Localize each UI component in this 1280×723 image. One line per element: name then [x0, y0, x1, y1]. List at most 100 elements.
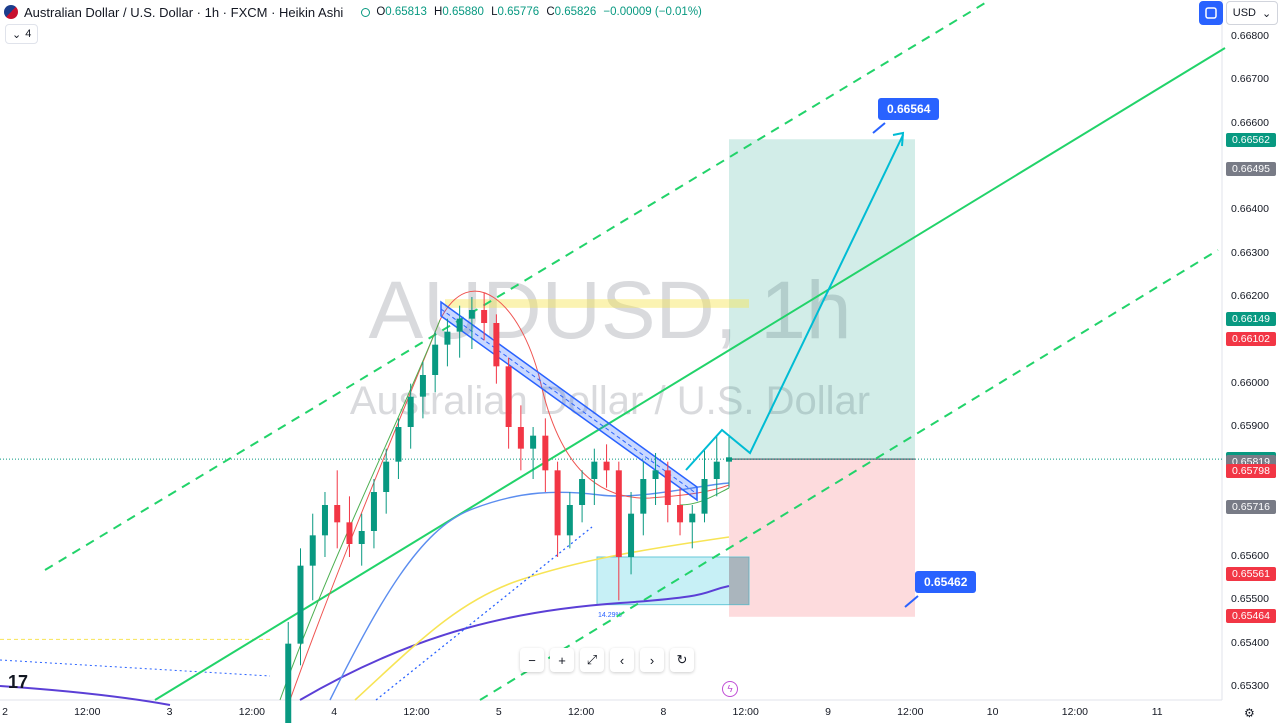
price-tick: 0.66300 — [1231, 246, 1269, 259]
candle — [701, 448, 708, 523]
reset-scale-button[interactable]: ⤢ — [580, 648, 604, 672]
candle — [689, 505, 696, 549]
settings-gear-icon[interactable]: ⚙ — [1244, 706, 1255, 720]
candle — [652, 453, 659, 505]
zoom-toolbar: − + ⤢ ‹ › ↻ — [520, 648, 694, 672]
candle-body — [677, 505, 684, 523]
price-axis-bg — [1222, 0, 1280, 723]
candle-body — [530, 435, 537, 449]
candle-body — [566, 505, 573, 536]
candle — [591, 448, 598, 505]
indicators-count: 4 — [25, 28, 32, 40]
candle — [346, 496, 353, 557]
candle-body — [358, 531, 365, 544]
price-tick: 0.66200 — [1231, 290, 1269, 302]
projection-arrow — [892, 131, 905, 147]
indicators-toggle-button[interactable]: ⌄ 4 — [5, 24, 39, 44]
tradingview-logo: 17 — [8, 672, 29, 692]
demand-zone-end — [729, 557, 749, 605]
candle — [505, 357, 512, 449]
candle-body — [713, 461, 720, 479]
time-tick: 5 — [495, 706, 502, 718]
candle — [444, 318, 451, 367]
price-tick: 0.66600 — [1231, 116, 1269, 129]
c-label: C — [546, 6, 555, 18]
candle — [554, 461, 561, 557]
time-tick: 3 — [166, 706, 173, 718]
supply-strip — [445, 299, 749, 308]
candle-body — [444, 331, 451, 345]
price-tick: 0.65600 — [1231, 550, 1269, 562]
o-label: O — [376, 6, 386, 18]
time-tick: 8 — [660, 706, 667, 718]
candle — [334, 470, 341, 549]
price-label: 0.65798 — [1226, 464, 1276, 479]
candle — [615, 461, 622, 601]
candle-body — [334, 505, 341, 523]
target-callout-pointer — [872, 122, 886, 134]
loss-zone — [729, 459, 915, 617]
fullscreen-button[interactable] — [1199, 1, 1223, 25]
trend-line-main — [154, 47, 1226, 701]
candle — [566, 492, 573, 549]
price-label: 0.65464 — [1226, 608, 1276, 623]
candle-body — [468, 310, 475, 319]
candle-body — [615, 470, 622, 557]
watermark-name: Australian Dollar / U.S. Dollar — [350, 379, 870, 423]
candle-body — [395, 427, 402, 462]
zoom-in-button[interactable]: + — [550, 648, 574, 672]
trend-line-lower — [479, 249, 1219, 701]
candle — [309, 513, 316, 601]
candle-body — [432, 344, 439, 375]
stop-price-callout[interactable]: 0.65462 — [915, 571, 977, 593]
candle — [370, 479, 377, 549]
price-tick: 0.65900 — [1231, 420, 1269, 432]
candle-body — [701, 479, 708, 514]
symbol-title[interactable]: Australian Dollar / U.S. Dollar · 1h · F… — [24, 4, 344, 20]
candle — [579, 470, 586, 523]
scroll-left-button[interactable]: ‹ — [610, 648, 634, 672]
price-label: 0.65561 — [1226, 566, 1276, 581]
scroll-right-button[interactable]: › — [640, 648, 664, 672]
candle — [297, 548, 304, 666]
candle-body — [346, 522, 353, 544]
candle-body — [726, 457, 732, 462]
candle — [419, 362, 426, 419]
price-tick: 0.66700 — [1231, 73, 1269, 86]
time-tick: 2 — [2, 706, 8, 718]
demand-zone-box — [596, 556, 750, 606]
candle — [640, 461, 647, 536]
candle — [517, 405, 524, 471]
time-tick: 12:00 — [567, 706, 595, 718]
candle-body — [419, 375, 426, 397]
candle-body — [579, 479, 586, 505]
o-value: 0.65813 — [385, 6, 427, 18]
candle-body — [591, 461, 598, 479]
currency-select[interactable]: USD ⌄ — [1226, 1, 1278, 25]
profit-zone — [729, 139, 915, 460]
time-tick: 12:00 — [897, 706, 924, 718]
time-tick: 9 — [825, 706, 831, 718]
candle — [493, 314, 500, 384]
time-tick: 12:00 — [403, 706, 430, 718]
price-tick: 0.65500 — [1231, 593, 1269, 606]
h-label: H — [434, 6, 443, 18]
price-tick: 0.66400 — [1231, 203, 1269, 216]
candle-body — [603, 461, 610, 471]
ohlc-readout: O0.65813 H0.65880 L0.65776 C0.65826 −0.0… — [376, 6, 702, 18]
l-value: 0.65776 — [497, 6, 540, 18]
dotted-rise-line — [375, 526, 593, 701]
candle — [713, 435, 720, 497]
candle-body — [505, 366, 512, 427]
ema-slow — [299, 585, 730, 701]
change-value: −0.00009 (−0.01%) — [603, 6, 702, 18]
zoom-out-button[interactable]: − — [520, 648, 544, 672]
target-price-callout[interactable]: 0.66564 — [878, 98, 940, 120]
price-tick: 0.65300 — [1231, 680, 1269, 692]
lightning-icon[interactable]: ϟ — [722, 681, 738, 697]
chevron-down-icon: ⌄ — [12, 28, 22, 41]
candle-body — [297, 565, 304, 644]
chevron-down-icon: ⌄ — [1262, 7, 1272, 20]
reset-chart-button[interactable]: ↻ — [670, 648, 694, 672]
